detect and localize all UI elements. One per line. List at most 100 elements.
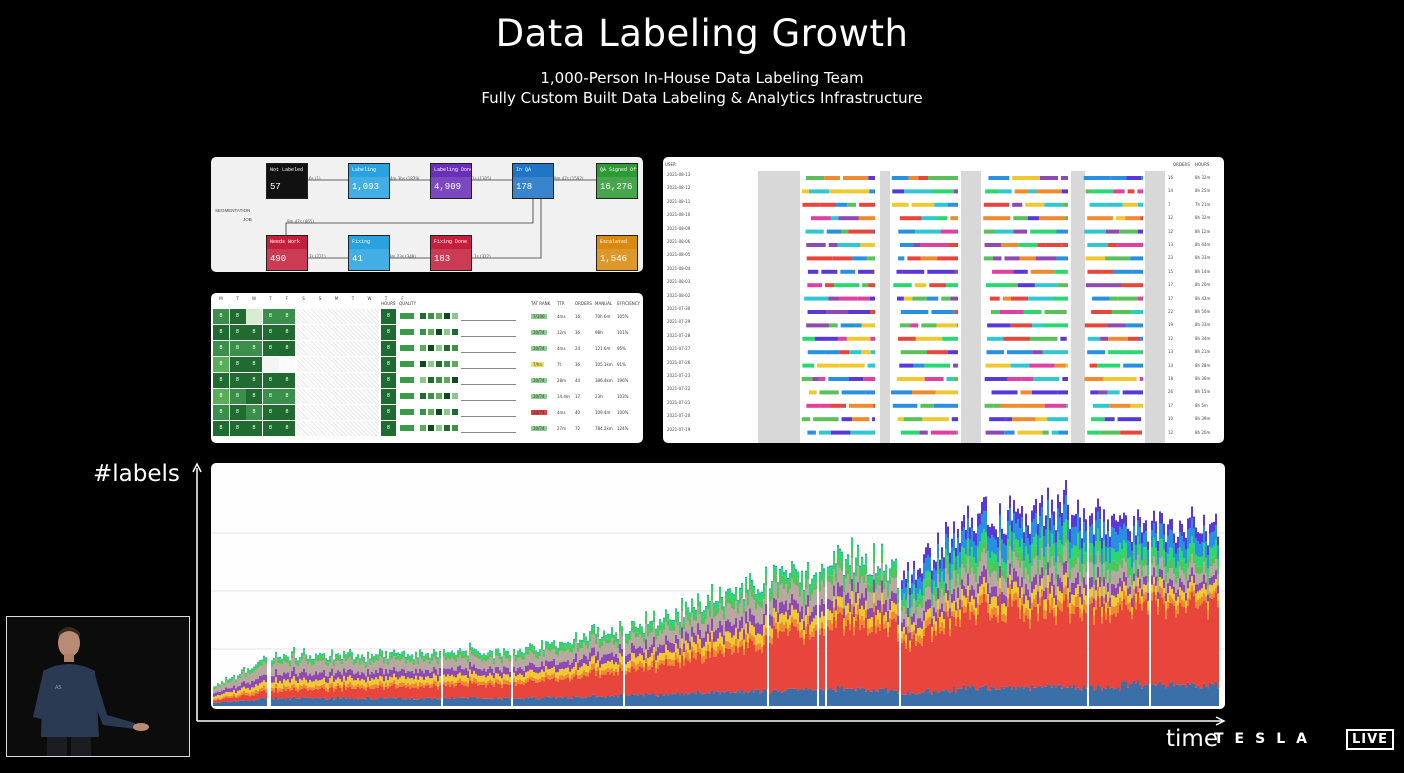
growth-stack-segment [421,652,423,655]
grid-hours-cell[interactable]: 8 [279,405,295,420]
grid-hours-cell[interactable]: 8 [279,325,295,340]
grid-hours-cell[interactable]: 8 [213,325,229,340]
grid-hours-cell[interactable]: 8 [262,421,279,436]
growth-stack-segment [619,653,621,662]
workflow-node[interactable]: Labeling Done 4,909 [430,163,472,199]
timeline-task-bar [1062,202,1068,207]
workflow-node[interactable]: Not Labeled 57 [266,163,308,199]
grid-hours-cell[interactable]: 8 [246,389,262,404]
growth-stack-segment [759,592,761,594]
growth-stack-segment [783,614,785,625]
growth-stack-segment [563,676,565,680]
grid-hours-cell[interactable]: 8 [262,309,279,324]
workflow-node[interactable]: Fixing Done 183 [430,235,472,271]
grid-hours-cell[interactable]: 8 [229,373,246,388]
growth-stack-segment [351,655,353,661]
growth-stack-segment [1059,591,1061,602]
grid-orders-value: 40 [575,410,581,415]
grid-hours-cell[interactable]: 8 [229,421,246,436]
growth-stack-segment [331,687,333,698]
grid-hours-cell[interactable]: 8 [262,325,279,340]
growth-stack-segment [843,592,845,609]
grid-hours-cell[interactable]: 8 [229,309,246,324]
growth-stack-segment [599,638,601,640]
grid-hours-cell[interactable]: 8 [262,405,279,420]
growth-stack-segment [961,688,963,706]
growth-stack-segment [275,687,277,698]
grid-hours-cell[interactable]: 8 [213,405,229,420]
workflow-node[interactable]: QA Signed Off 16,276 [596,163,638,199]
growth-stack-segment [617,644,619,649]
grid-hours-cell[interactable]: 8 [246,373,262,388]
growth-stack-segment [849,565,851,567]
grid-hours-cell[interactable]: 8 [279,341,295,356]
grid-hours-cell[interactable]: 8 [229,325,246,340]
timeline-task-bar [841,229,849,234]
grid-hours-cell[interactable]: 8 [229,341,246,356]
grid-hours-cell[interactable]: 8 [246,341,262,356]
growth-stack-segment [335,672,337,680]
grid-hours-cell[interactable]: 8 [213,309,229,324]
grid-hours-cell[interactable]: 8 [279,389,295,404]
workflow-node[interactable]: Labeling 1,093 [348,163,390,199]
grid-hours-cell[interactable] [262,357,279,372]
grid-hours-cell[interactable]: 8 [213,357,229,372]
growth-stack-segment [651,632,653,645]
growth-stack-segment [567,649,569,661]
growth-stack-segment [887,621,889,632]
growth-stack-segment [743,639,745,650]
growth-stack-segment [1035,533,1037,546]
growth-stack-segment [343,681,345,685]
growth-stack-segment [565,678,567,697]
growth-stack-segment [1041,526,1043,539]
workflow-node-label: Labeling [352,167,377,173]
grid-hours-cell[interactable]: 8 [262,373,279,388]
growth-stack-segment [297,676,299,683]
grid-hours-cell[interactable]: 8 [229,389,246,404]
growth-stack-segment [949,589,951,596]
growth-stack-segment [311,698,313,706]
workflow-node[interactable]: Escalated 1,546 [596,235,638,271]
grid-hours-cell[interactable]: 8 [246,357,262,372]
growth-stack-segment [1059,601,1061,611]
grid-hours-cell[interactable]: 8 [246,325,262,340]
grid-hours-cell[interactable]: 8 [213,373,229,388]
grid-hours-cell[interactable]: 8 [229,357,246,372]
growth-stack-segment [1101,581,1103,596]
grid-hours-cell[interactable]: 8 [279,421,295,436]
grid-hours-cell[interactable]: 8 [262,389,279,404]
growth-stack-segment [347,683,349,688]
growth-stack-segment [861,556,863,559]
growth-stack-segment [1053,511,1055,526]
grid-hours-cell[interactable]: 8 [279,357,295,372]
grid-hours-cell[interactable]: 8 [213,421,229,436]
grid-hours-cell[interactable] [246,309,262,324]
growth-stack-segment [599,667,601,675]
growth-stack-segment [483,675,485,682]
growth-stack-segment [287,656,289,658]
grid-hours-cell[interactable]: 8 [279,373,295,388]
growth-stack-segment [395,652,397,654]
quality-square [420,345,426,351]
growth-stack-segment [641,647,643,656]
workflow-node[interactable]: Needs Work 490 [266,235,308,271]
timeline-task-bar [863,377,875,381]
growth-stack-segment [907,617,909,627]
growth-stack-segment [1059,563,1061,578]
growth-stack-segment [569,698,571,706]
grid-hours-cell[interactable]: 8 [262,341,279,356]
grid-hours-cell[interactable]: 8 [213,341,229,356]
workflow-edges [285,179,596,259]
grid-hours-cell[interactable]: 8 [246,405,262,420]
grid-hours-cell[interactable]: 8 [246,421,262,436]
growth-stack-segment [757,689,759,706]
workflow-node[interactable]: In QA 178 [512,163,554,199]
growth-stack-segment [659,630,661,645]
growth-stack-segment [607,695,609,706]
grid-hours-cell[interactable]: 8 [279,309,295,324]
growth-stack-segment [633,626,635,633]
grid-hours-cell[interactable]: 8 [229,405,246,420]
grid-hours-cell[interactable]: 8 [213,389,229,404]
workflow-node[interactable]: Fixing 41 [348,235,390,271]
growth-stack-segment [405,699,407,706]
